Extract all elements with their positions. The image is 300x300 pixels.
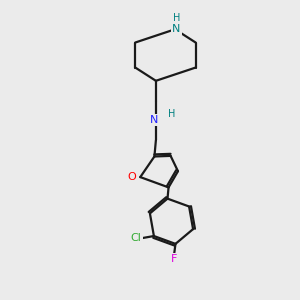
Text: F: F <box>171 254 177 264</box>
Text: O: O <box>128 172 136 182</box>
Text: Cl: Cl <box>131 233 142 243</box>
Text: N: N <box>172 24 181 34</box>
Text: H: H <box>173 13 180 23</box>
Text: H: H <box>167 109 175 119</box>
Text: N: N <box>150 115 159 125</box>
